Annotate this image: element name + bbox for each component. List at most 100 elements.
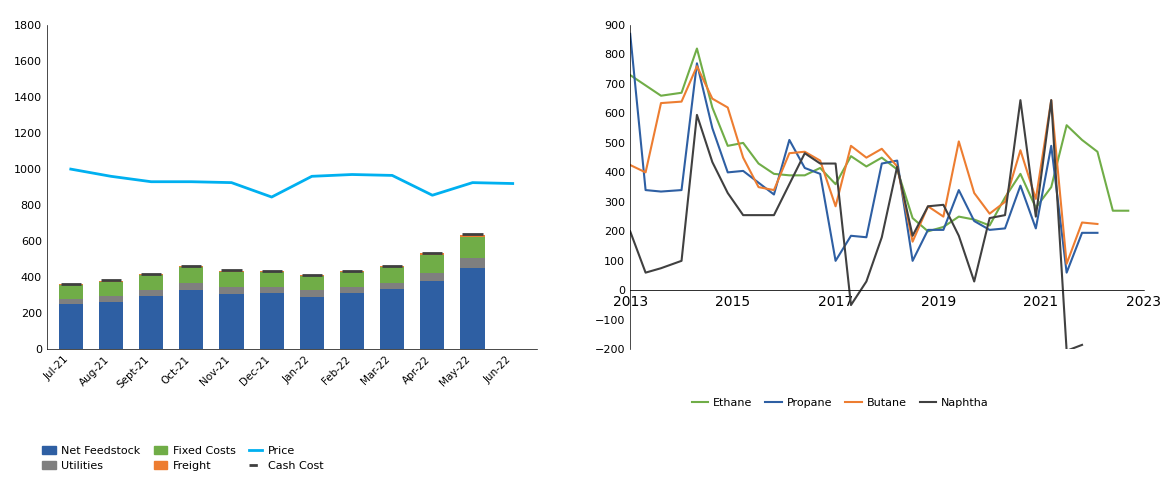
Propane (782, 137, 796, 143)
Butane (859, 155, 873, 161)
Bar (420, 254, 445, 273)
Naphtha (1044, 97, 1058, 103)
Naphtha (998, 212, 1012, 218)
Ethane (906, 215, 920, 221)
Ethane (1121, 208, 1135, 214)
Naphtha (690, 112, 704, 118)
Bar (58, 285, 83, 299)
Butane (690, 63, 704, 69)
Butane (752, 184, 766, 190)
Naphtha (675, 258, 689, 264)
Naphtha (829, 161, 843, 167)
Naphtha (967, 278, 981, 284)
Propane (752, 180, 766, 186)
Propane (675, 187, 689, 193)
Bar (139, 274, 163, 290)
Naphtha (875, 234, 889, 240)
Ethane (1075, 137, 1089, 143)
Bar (461, 237, 484, 258)
Naphtha (1013, 97, 1027, 103)
Legend: Ethane, Propane, Butane, Naphtha: Ethane, Propane, Butane, Naphtha (687, 394, 993, 413)
Ethane (952, 214, 966, 220)
Ethane (767, 171, 781, 177)
Butane (798, 149, 812, 155)
Propane (921, 227, 935, 233)
Butane (1075, 220, 1089, 226)
Bar (58, 304, 83, 349)
Bar (58, 299, 83, 304)
Butane (767, 187, 781, 193)
Butane (1029, 196, 1043, 202)
Butane (736, 155, 750, 161)
Naphtha (623, 229, 637, 235)
Bar (461, 258, 484, 268)
Propane (952, 187, 966, 193)
Propane (859, 234, 873, 240)
Propane (690, 60, 704, 66)
Propane (936, 227, 950, 233)
Naphtha (736, 212, 750, 218)
Ethane (967, 217, 981, 223)
Bar (259, 293, 284, 349)
Bar (139, 290, 163, 296)
Bar (180, 267, 203, 283)
Naphtha (721, 190, 735, 196)
Bar (340, 286, 364, 293)
Bar (99, 282, 123, 296)
Ethane (1044, 184, 1058, 190)
Propane (623, 31, 637, 37)
Ethane (736, 140, 750, 146)
Bar (139, 296, 163, 349)
Propane (721, 169, 735, 175)
Butane (844, 143, 858, 149)
Butane (721, 104, 735, 110)
Bar (180, 283, 203, 290)
Ethane (752, 161, 766, 167)
Butane (1060, 261, 1074, 267)
Propane (798, 165, 812, 171)
Bar (99, 281, 123, 282)
Ethane (983, 223, 997, 229)
Butane (638, 169, 652, 175)
Ethane (675, 90, 689, 96)
Ethane (798, 172, 812, 178)
Ethane (1106, 208, 1120, 214)
Propane (906, 258, 920, 264)
Bar (461, 235, 484, 237)
Ethane (782, 172, 796, 178)
Ethane (638, 82, 652, 88)
Ethane (654, 93, 668, 99)
Ethane (1090, 149, 1104, 155)
Propane (1044, 143, 1058, 149)
Ethane (998, 195, 1012, 201)
Ethane (1013, 171, 1027, 177)
Bar (99, 301, 123, 349)
Legend: Net Feedstock, Utilities, Fixed Costs, Freight, Price, Cash Cost: Net Feedstock, Utilities, Fixed Costs, F… (42, 446, 323, 471)
Naphtha (767, 212, 781, 218)
Propane (767, 192, 781, 198)
Ethane (705, 104, 719, 110)
Butane (998, 199, 1012, 205)
Butane (875, 146, 889, 152)
Naphtha (782, 181, 796, 187)
Propane (1013, 183, 1027, 189)
Bar (219, 294, 244, 349)
Naphtha (936, 202, 950, 208)
Bar (380, 282, 404, 289)
Propane (1090, 230, 1104, 236)
Bar (58, 284, 83, 285)
Butane (1090, 221, 1104, 227)
Naphtha (1075, 342, 1089, 348)
Naphtha (798, 150, 812, 156)
Propane (890, 158, 904, 164)
Ethane (690, 45, 704, 51)
Bar (420, 273, 445, 281)
Ethane (829, 181, 843, 187)
Bar (340, 293, 364, 349)
Naphtha (654, 265, 668, 271)
Butane (921, 203, 935, 209)
Naphtha (983, 215, 997, 221)
Propane (829, 258, 843, 264)
Naphtha (813, 161, 827, 167)
Naphtha (921, 203, 935, 209)
